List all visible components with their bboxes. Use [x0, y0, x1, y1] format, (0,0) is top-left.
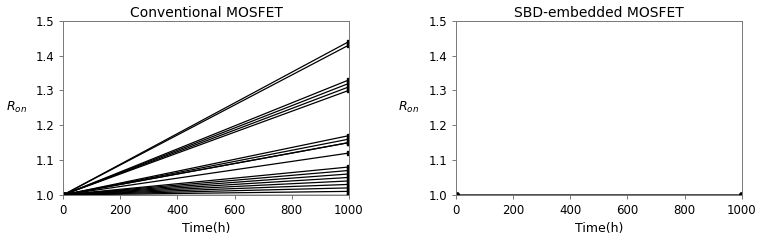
Title: SBD-embedded MOSFET: SBD-embedded MOSFET — [514, 6, 684, 20]
Title: Conventional MOSFET: Conventional MOSFET — [130, 6, 283, 20]
X-axis label: Time(h): Time(h) — [575, 222, 623, 235]
Y-axis label: $R_{on}$: $R_{on}$ — [399, 100, 419, 115]
X-axis label: Time(h): Time(h) — [182, 222, 230, 235]
Y-axis label: $R_{on}$: $R_{on}$ — [5, 100, 27, 115]
